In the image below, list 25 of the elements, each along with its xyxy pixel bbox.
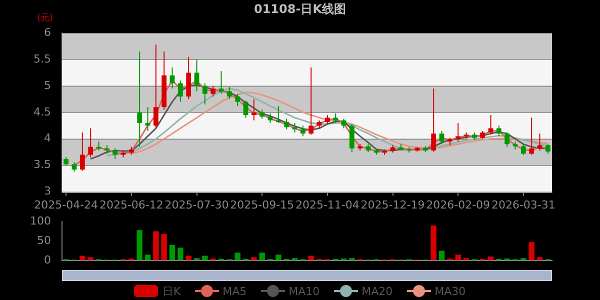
y-tick-label: 3 bbox=[44, 184, 51, 198]
x-tick-label: 2025-07-30 bbox=[164, 198, 229, 212]
y-tick-label: 50 bbox=[37, 234, 51, 247]
legend-label: MA30 bbox=[434, 284, 466, 298]
x-tick-label: 2025-09-15 bbox=[230, 198, 294, 212]
y-tick-label: 4 bbox=[44, 132, 51, 145]
y-tick-label: 100 bbox=[30, 214, 51, 228]
x-tick-label: 2025-04-24 bbox=[34, 198, 98, 212]
x-tick-label: 2026-02-09 bbox=[426, 198, 490, 212]
y-tick-label: 0 bbox=[44, 253, 51, 266]
y-axis-title: (元) bbox=[36, 12, 54, 24]
legend-label: MA10 bbox=[288, 284, 320, 298]
x-tick-label: 2026-03-31 bbox=[491, 198, 556, 212]
y-tick-label: 4.5 bbox=[34, 105, 51, 118]
x-tick-label: 2025-11-04 bbox=[295, 198, 360, 212]
y-tick-label: 5 bbox=[44, 78, 51, 92]
legend-label: 日K bbox=[162, 284, 181, 298]
y-tick-label: 6 bbox=[44, 26, 51, 39]
chart-title: 01108-日K线图 bbox=[254, 2, 346, 16]
legend-label: MA20 bbox=[362, 284, 393, 298]
x-tick-label: 2025-12-19 bbox=[360, 198, 425, 212]
x-tick-label: 2025-06-12 bbox=[99, 198, 164, 212]
y-tick-label: 3.5 bbox=[34, 158, 51, 172]
y-tick-label: 5.5 bbox=[34, 52, 51, 66]
legend-label: MA5 bbox=[222, 284, 247, 298]
